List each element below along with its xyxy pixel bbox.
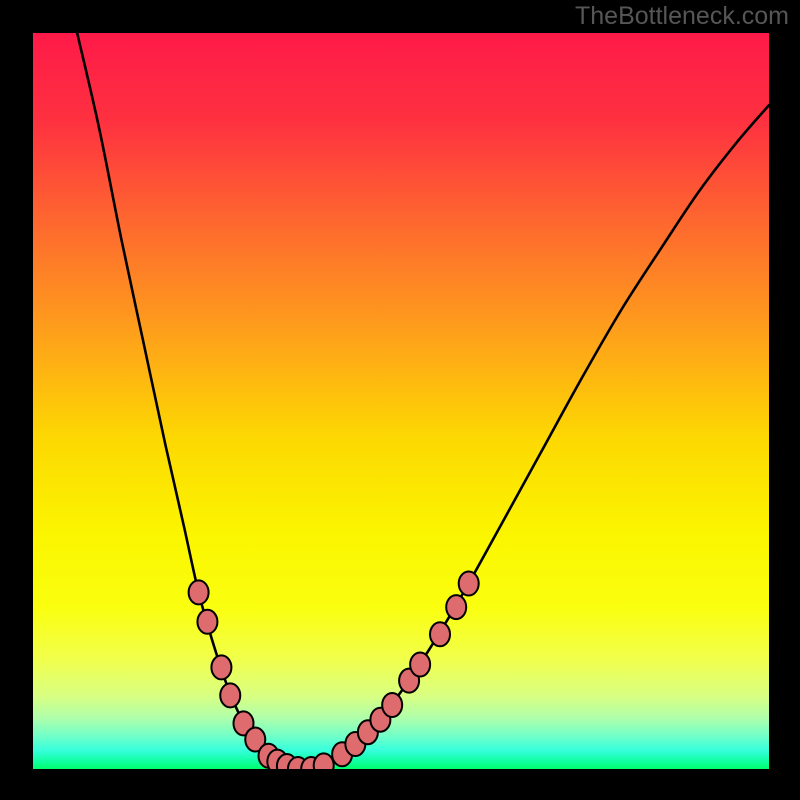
plot-area — [33, 33, 769, 769]
marker-right — [314, 753, 334, 769]
marker-right — [410, 652, 430, 676]
marker-right — [382, 693, 402, 717]
marker-right — [459, 572, 479, 596]
marker-right — [446, 595, 466, 619]
marker-right — [430, 622, 450, 646]
marker-left — [197, 610, 217, 634]
marker-left — [189, 580, 209, 604]
watermark-text: TheBottleneck.com — [575, 2, 789, 31]
marker-left — [211, 655, 231, 679]
curve-layer — [33, 33, 769, 769]
chart-container: TheBottleneck.com — [0, 0, 800, 800]
marker-left — [220, 683, 240, 707]
